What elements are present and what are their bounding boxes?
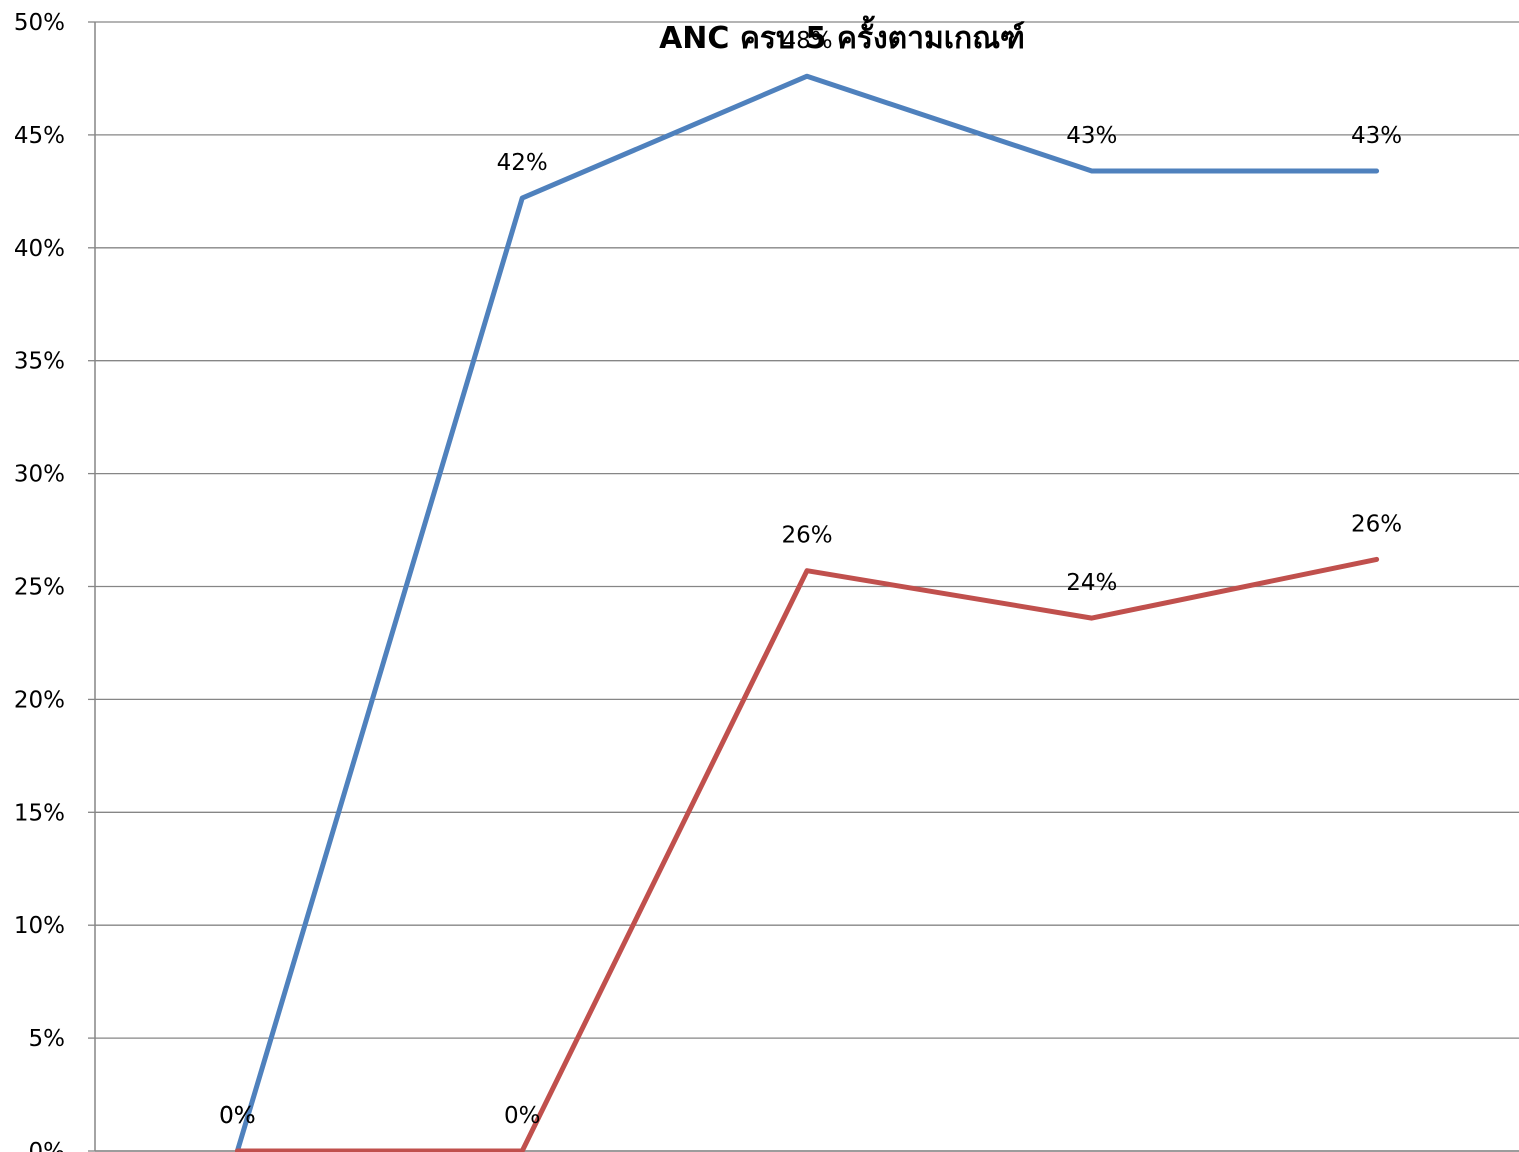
data-label-series-1: 43% xyxy=(1066,123,1117,149)
y-tick-label: 50% xyxy=(14,10,65,36)
y-tick-label: 45% xyxy=(14,123,65,149)
data-label-series-2: 24% xyxy=(1066,570,1117,596)
data-label-series-1: 42% xyxy=(497,150,548,176)
y-tick-label: 15% xyxy=(14,800,65,826)
data-label-series-1: 48% xyxy=(781,28,832,54)
data-label-series-1: 43% xyxy=(1351,123,1402,149)
chart-title: ANC ครบ 5 ครั้งตามเกณฑ์ xyxy=(659,15,1025,56)
y-tick-labels: 0% 5% 10% 15% 20% 25% 30% 35% 40% 45% 50% xyxy=(14,10,65,1152)
data-label-series-1: 0% xyxy=(219,1103,256,1129)
series-line-1 xyxy=(234,73,1380,1152)
series-line-2 xyxy=(234,556,1380,1152)
gridlines xyxy=(95,21,1519,1152)
data-label-series-2: 26% xyxy=(1351,511,1402,537)
y-tick-label: 10% xyxy=(14,913,65,939)
y-tick-label: 25% xyxy=(14,575,65,601)
data-label-series-2: 0% xyxy=(219,1103,256,1129)
series-lines xyxy=(234,73,1380,1152)
data-label-series-2: 0% xyxy=(504,1103,541,1129)
y-tick-label: 30% xyxy=(14,462,65,488)
y-tick-label: 20% xyxy=(14,687,65,713)
y-tick-label: 40% xyxy=(14,236,65,262)
data-label-series-2: 26% xyxy=(781,523,832,549)
y-tick-label: 5% xyxy=(29,1026,66,1052)
data-labels: 0%42%48%43% 43%0% 0%26%24%26% xyxy=(219,28,1402,1129)
y-tick-label: 0% xyxy=(29,1139,66,1152)
y-tick-label: 35% xyxy=(14,349,65,375)
